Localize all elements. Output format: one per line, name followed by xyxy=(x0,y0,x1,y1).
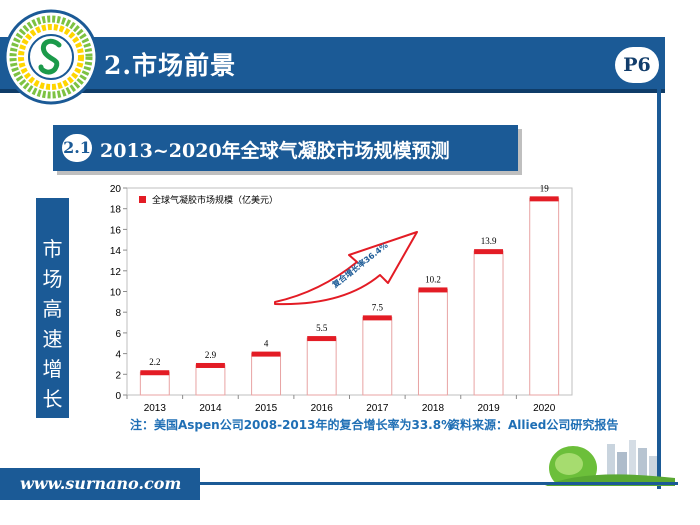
bar-top-marker xyxy=(251,351,281,357)
bar xyxy=(417,288,448,396)
y-tick-label: 14 xyxy=(110,246,122,257)
market-size-bar-chart: 0 2 4 6 8 10 12 14 16 18 20 2013 2.2 2014 2.9 2015 4 2016… xyxy=(110,183,573,414)
data-label: 4 xyxy=(264,339,269,349)
y-tick-label: 8 xyxy=(115,308,121,319)
side-label-char: 场 xyxy=(42,267,63,291)
bar xyxy=(362,316,393,396)
data-label: 5.5 xyxy=(316,323,328,333)
x-tick-label: 2020 xyxy=(533,403,556,414)
y-tick-label: 6 xyxy=(115,329,121,340)
x-tick-label: 2018 xyxy=(422,403,445,414)
bar-top-marker xyxy=(307,336,337,342)
website-link[interactable]: www.surnano.com xyxy=(20,474,182,493)
y-tick-label: 16 xyxy=(110,225,122,236)
page-number-badge: P6 xyxy=(615,47,659,83)
green-city-illustration xyxy=(545,440,675,486)
x-tick-label: 2013 xyxy=(144,403,167,414)
page-title: 2.市场前景 xyxy=(104,51,237,80)
side-label-char: 长 xyxy=(42,387,63,411)
bar-top-marker xyxy=(195,362,225,368)
footer-line xyxy=(200,482,678,485)
bar xyxy=(473,250,504,396)
y-tick-label: 12 xyxy=(110,267,122,278)
side-label-char: 速 xyxy=(42,327,63,351)
section-heading-box xyxy=(53,125,518,171)
y-tick-label: 4 xyxy=(115,350,121,361)
x-tick-label: 2019 xyxy=(477,403,500,414)
legend-label: 全球气凝胶市场规模（亿美元） xyxy=(152,194,278,206)
y-tick-label: 2 xyxy=(115,370,121,381)
footnote-source: 资料来源：Allied公司研究报告 xyxy=(448,418,619,432)
bar xyxy=(306,337,337,396)
data-label: 7.5 xyxy=(372,302,384,312)
legend-swatch xyxy=(139,196,146,203)
bar-top-marker xyxy=(140,370,170,376)
growth-arrow xyxy=(274,231,418,306)
data-label: 13.9 xyxy=(481,236,497,246)
data-label: 2.2 xyxy=(149,357,160,367)
bar-top-marker xyxy=(529,196,559,202)
side-label: 市 场 高 速 增 长 xyxy=(36,234,69,414)
x-tick-label: 2015 xyxy=(255,403,278,414)
footnote-note: 注：美国Aspen公司2008-2013年的复合增长率为33.8% xyxy=(130,418,454,432)
side-label-char: 市 xyxy=(42,237,63,261)
y-tick-label: 0 xyxy=(115,391,121,402)
footer-bar xyxy=(0,468,200,500)
right-stripe xyxy=(657,89,661,489)
bar xyxy=(251,353,282,396)
side-label-char: 增 xyxy=(42,357,63,381)
bar xyxy=(195,364,226,396)
y-tick-label: 20 xyxy=(110,184,122,195)
section-number: 2.1 xyxy=(62,134,92,162)
bar-top-marker xyxy=(362,315,392,321)
data-label: 19 xyxy=(540,183,550,193)
x-tick-label: 2017 xyxy=(366,403,389,414)
section-title: 2013~2020年全球气凝胶市场规模预测 xyxy=(100,140,450,162)
bar-top-marker xyxy=(474,249,504,255)
y-tick-label: 10 xyxy=(110,288,122,299)
data-label: 10.2 xyxy=(425,274,441,284)
side-label-char: 高 xyxy=(42,297,63,321)
header-bar xyxy=(0,37,665,89)
x-tick-label: 2016 xyxy=(311,403,334,414)
bar xyxy=(529,197,560,396)
header-shadow xyxy=(0,89,665,93)
y-tick-label: 18 xyxy=(110,205,122,216)
x-tick-label: 2014 xyxy=(199,403,222,414)
company-logo xyxy=(3,9,99,105)
bar-top-marker xyxy=(418,287,448,293)
bar xyxy=(139,371,170,396)
data-label: 2.9 xyxy=(205,350,217,360)
side-label-box xyxy=(36,198,69,418)
